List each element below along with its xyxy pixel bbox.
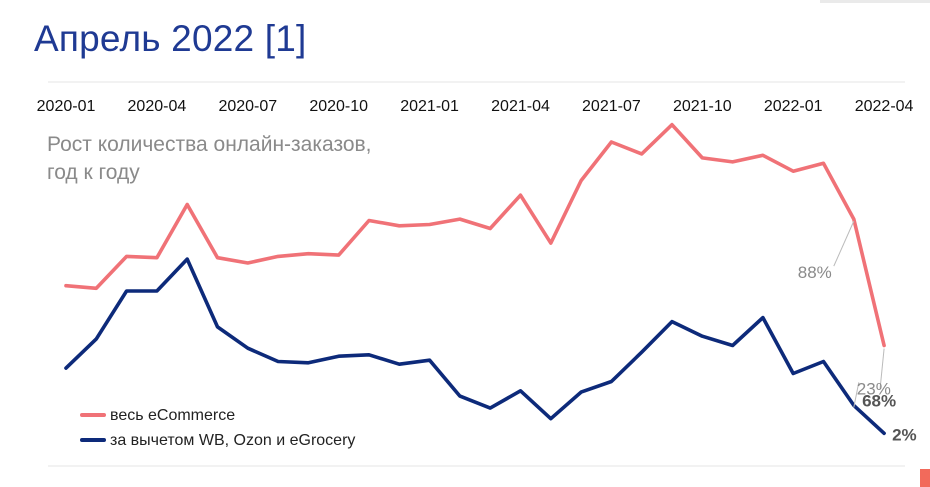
data-point [95,287,98,290]
data-point [398,224,401,227]
data-point [519,389,522,392]
page-title: Апрель 2022 [1] [34,18,307,59]
data-point [670,320,674,323]
data-point [125,289,128,293]
data-point [579,390,583,394]
data-point [822,162,825,165]
data-point [519,193,522,197]
data-point [95,337,98,341]
data-point [852,217,855,221]
top-divider [820,0,930,3]
data-point [579,179,583,182]
data-point [155,256,159,259]
series-line-1 [64,257,886,436]
data-point [882,432,886,435]
data-point [216,256,219,259]
data-point [64,366,68,370]
data-point [489,227,492,230]
x-tick-label: 2020-04 [128,98,187,115]
data-point [640,152,643,156]
data-point [64,284,68,287]
data-point [337,354,340,358]
annotation-label: 68% [862,392,896,411]
data-point [428,223,431,226]
data-point [610,380,613,383]
x-tick-label: 2020-01 [37,98,96,115]
data-point [489,406,492,410]
data-point [549,417,552,420]
x-tick-label: 2022-01 [764,98,823,115]
data-point [549,241,552,245]
x-tick-label: 2021-10 [673,98,732,115]
data-point [367,353,371,357]
x-tick-label: 2021-04 [491,98,550,115]
annotation-label: 2% [892,425,917,444]
annotation-label: 23% [857,379,891,398]
data-point [458,217,462,221]
chart-title-line: Рост количества онлайн-заказов, [47,133,372,156]
annotation-label: 88% [798,263,832,282]
x-tick-label: 2021-01 [400,98,459,115]
data-point [640,350,643,354]
data-point [792,170,795,173]
x-tick-label: 2020-07 [218,98,277,115]
data-point [458,394,462,398]
legend-label: весь eCommerce [110,407,235,424]
data-point [822,360,825,363]
data-point [155,289,159,293]
data-point [246,261,249,265]
chart-title-line: год к году [47,161,140,184]
data-point [792,372,795,375]
data-point [367,219,371,222]
data-point [125,255,128,258]
data-point [337,253,340,257]
legend-label: за вычетом WB, Ozon и eGrocery [110,432,355,449]
data-point [670,123,674,126]
data-point [701,156,704,160]
data-point [398,362,401,366]
data-point [731,160,734,164]
corner-accent [920,469,930,487]
series-line-0 [64,122,886,348]
data-point [610,140,613,144]
data-point [276,255,280,258]
data-point [731,344,734,347]
data-point [882,344,886,347]
data-point [276,360,280,363]
annotation-leader [833,220,855,267]
annotation-leader [853,382,860,408]
x-tick-label: 2021-07 [582,98,641,115]
data-point [216,325,219,329]
data-point [307,252,310,255]
data-point [186,257,189,261]
data-point [246,346,249,350]
annotation-leader [879,348,885,389]
data-point [307,361,310,365]
x-tick-label: 2020-10 [309,98,368,115]
x-tick-label: 2022-04 [855,98,914,115]
data-point [701,335,704,338]
data-point [761,154,765,157]
data-point [761,316,765,319]
data-point [186,203,189,206]
data-point [428,358,431,362]
